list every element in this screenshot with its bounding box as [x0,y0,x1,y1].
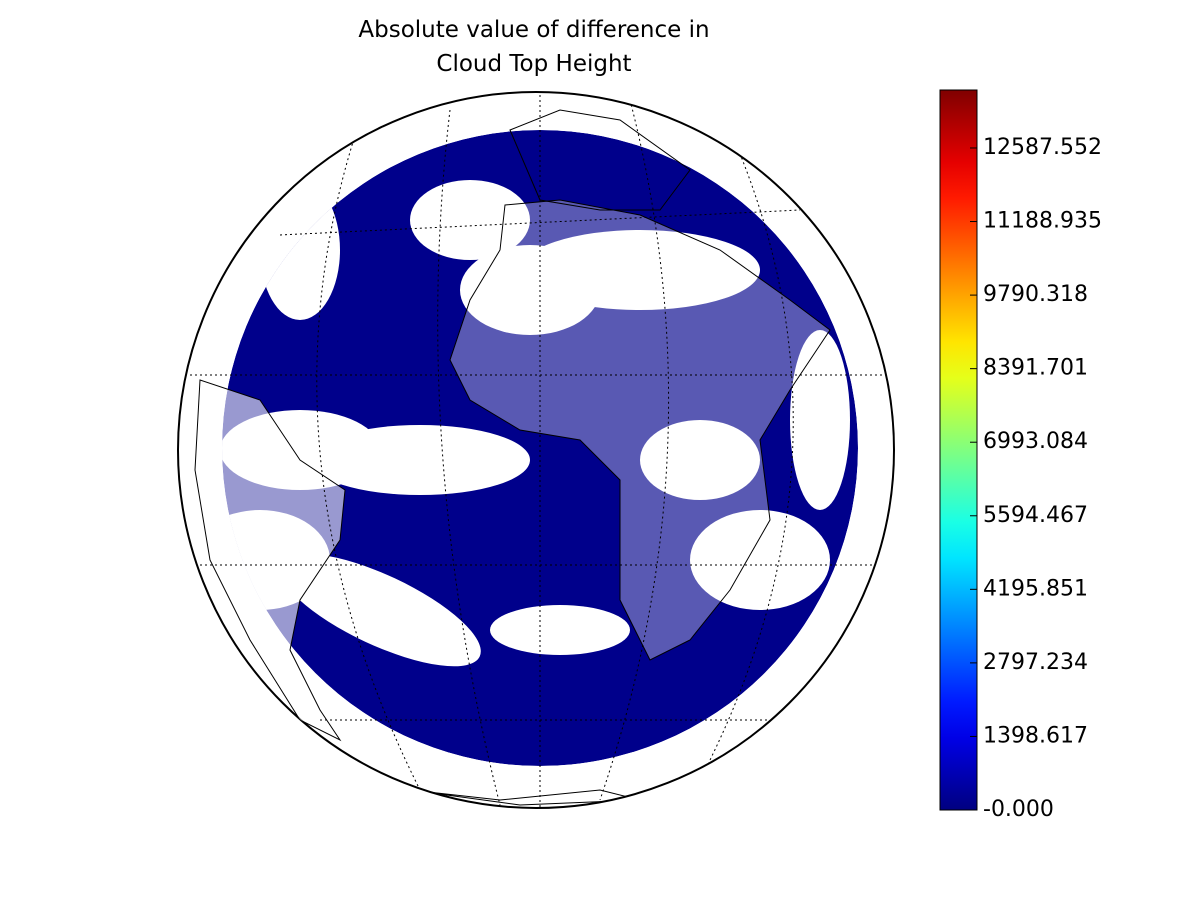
colorbar-tick-label: 6993.084 [983,429,1088,454]
title-line: Absolute value of difference in [358,17,709,43]
colorbar-tick-label: 9790.318 [983,282,1088,307]
colorbar [939,89,978,811]
colorbar-tick-label: 12587.552 [983,135,1102,160]
colorbar-tick-label: 4195.851 [983,576,1088,601]
colorbar-tick-label: -0.000 [983,797,1054,822]
colorbar-tick-label: 1398.617 [983,723,1088,748]
colorbar-tick-label: 8391.701 [983,356,1088,381]
title-line: Cloud Top Height [436,51,631,77]
colorbar-tick-label: 2797.234 [983,650,1088,675]
colorbar-tick-label: 5594.467 [983,503,1088,528]
colorbar-tick-label: 11188.935 [983,209,1102,234]
globe [177,91,895,809]
